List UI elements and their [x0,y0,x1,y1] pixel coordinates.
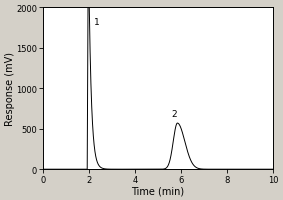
Text: 1: 1 [94,18,100,27]
X-axis label: Time (min): Time (min) [131,185,185,195]
Text: 2: 2 [171,109,177,118]
Y-axis label: Response (mV): Response (mV) [5,52,15,126]
